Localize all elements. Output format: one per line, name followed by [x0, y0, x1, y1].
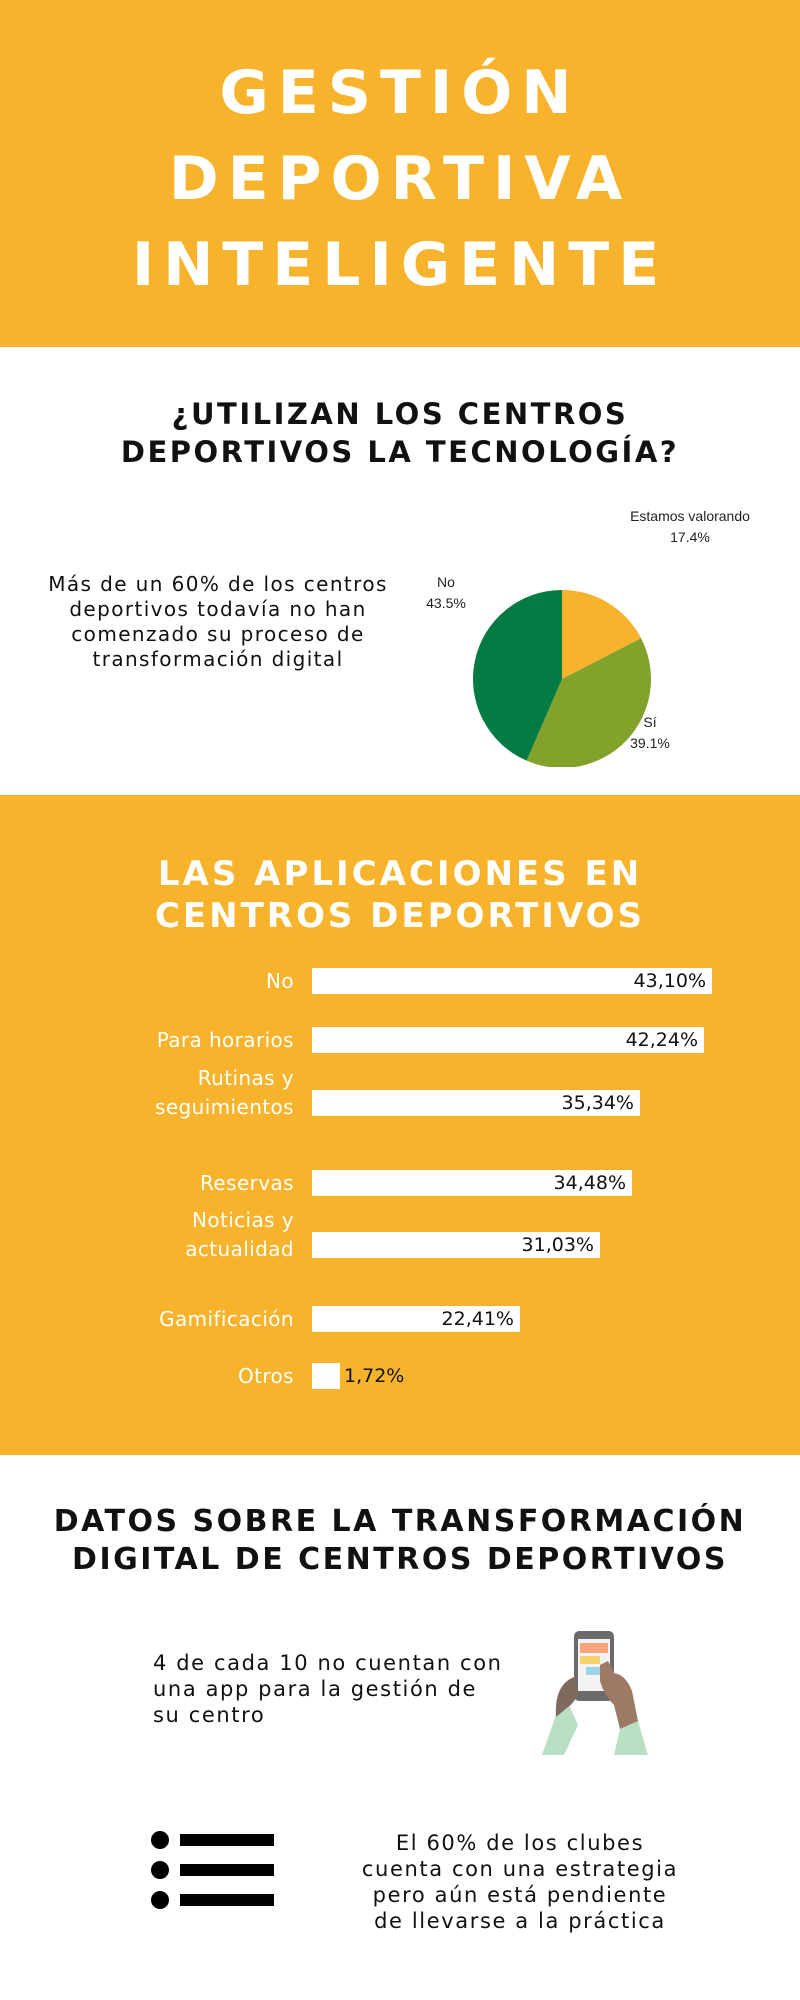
list-icon: [151, 1831, 274, 1909]
bar: [312, 1306, 520, 1332]
bar-category-label: No: [266, 968, 294, 993]
bar-value-label: 1,72%: [344, 1365, 405, 1387]
pie-slice-value: 43.5%: [426, 595, 466, 611]
pie-slice: [472, 590, 562, 761]
bar-category-label: Reservas: [200, 1170, 294, 1195]
bar: [312, 968, 712, 994]
description-line: Más de un 60% de los centros: [48, 572, 388, 596]
fact-line: pero aún está pendiente: [372, 1883, 668, 1907]
fact-line: una app para la gestión de: [153, 1677, 478, 1701]
bar-value-label: 43,10%: [633, 970, 706, 992]
fact-line: cuenta con una estrategia: [361, 1857, 679, 1881]
fact-line: 4 de cada 10 no cuentan con: [153, 1651, 503, 1675]
fact-line: El 60% de los clubes: [395, 1831, 645, 1855]
heading-line: ¿UTILIZAN LOS CENTROS: [171, 397, 629, 431]
page-title: GESTIÓN DEPORTIVA INTELIGENTE: [0, 50, 800, 308]
bar: [312, 1090, 640, 1116]
heading-line: LAS APLICACIONES EN: [157, 854, 643, 894]
fact-line: de llevarse a la práctica: [374, 1909, 666, 1933]
section-heading: ¿UTILIZAN LOS CENTROS DEPORTIVOS LA TECN…: [0, 395, 800, 471]
section-heading: DATOS SOBRE LA TRANSFORMACIÓN DIGITAL DE…: [0, 1503, 800, 1579]
tech-description: Más de un 60% de los centros deportivos …: [28, 572, 408, 672]
bar: [312, 1363, 340, 1389]
fact-strategy-text: El 60% de los clubes cuenta con una estr…: [330, 1830, 710, 1934]
bar-value-label: 35,34%: [561, 1092, 634, 1114]
bar-category-label: Gamificación: [159, 1306, 294, 1331]
bar: [312, 1027, 705, 1053]
pie-slice: [526, 638, 651, 767]
pie-slice-label: No: [437, 574, 455, 590]
apps-section: LAS APLICACIONES EN CENTROS DEPORTIVOS N…: [0, 795, 800, 1455]
pie-slice-label: Sí: [643, 714, 656, 730]
bar-value-label: 22,41%: [441, 1308, 514, 1330]
bar-category-label: Otros: [237, 1363, 294, 1388]
heading-line: CENTROS DEPORTIVOS: [154, 896, 646, 936]
bar: [312, 1170, 632, 1196]
phone-in-hands-icon: [542, 1631, 648, 1755]
tech-usage-section: ¿UTILIZAN LOS CENTROS DEPORTIVOS LA TECN…: [0, 347, 800, 795]
bar-value-label: 34,48%: [553, 1172, 626, 1194]
bar-category-label: Rutinas y seguimientos: [155, 1066, 294, 1119]
pie-slice-value: 39.1%: [630, 735, 670, 751]
title-line: DEPORTIVA: [168, 144, 632, 214]
hero-banner: GESTIÓN DEPORTIVA INTELIGENTE: [0, 0, 800, 347]
fact-app-text: 4 de cada 10 no cuentan con una app para…: [153, 1650, 543, 1728]
pie-slice: [562, 590, 642, 679]
bar-value-label: 42,24%: [625, 1029, 699, 1051]
description-line: transformación digital: [92, 647, 344, 671]
pie-slice-label: Estamos valorando: [630, 508, 750, 524]
heading-line: DATOS SOBRE LA TRANSFORMACIÓN: [53, 1504, 747, 1539]
pie-chart: Estamos valorando 17.4% Sí 39.1% No 43.5%: [426, 508, 750, 767]
title-line: INTELIGENTE: [131, 230, 669, 300]
bar: [312, 1232, 600, 1258]
title-line: GESTIÓN: [219, 58, 581, 128]
facts-section: DATOS SOBRE LA TRANSFORMACIÓN DIGITAL DE…: [0, 1455, 800, 2000]
heading-line: DIGITAL DE CENTROS DEPORTIVOS: [72, 1542, 728, 1577]
bar-value-label: 31,03%: [521, 1234, 594, 1256]
pie-slice-value: 17.4%: [670, 529, 710, 545]
section-heading: LAS APLICACIONES EN CENTROS DEPORTIVOS: [0, 853, 800, 937]
bar-category-label: Noticias y actualidad: [185, 1208, 294, 1261]
heading-line: DEPORTIVOS LA TECNOLOGÍA?: [120, 435, 680, 469]
bar-category-label: Para horarios: [156, 1027, 294, 1052]
description-line: comenzado su proceso de: [71, 622, 365, 646]
fact-line: su centro: [153, 1703, 266, 1727]
description-line: deportivos todavía no han: [69, 597, 367, 621]
